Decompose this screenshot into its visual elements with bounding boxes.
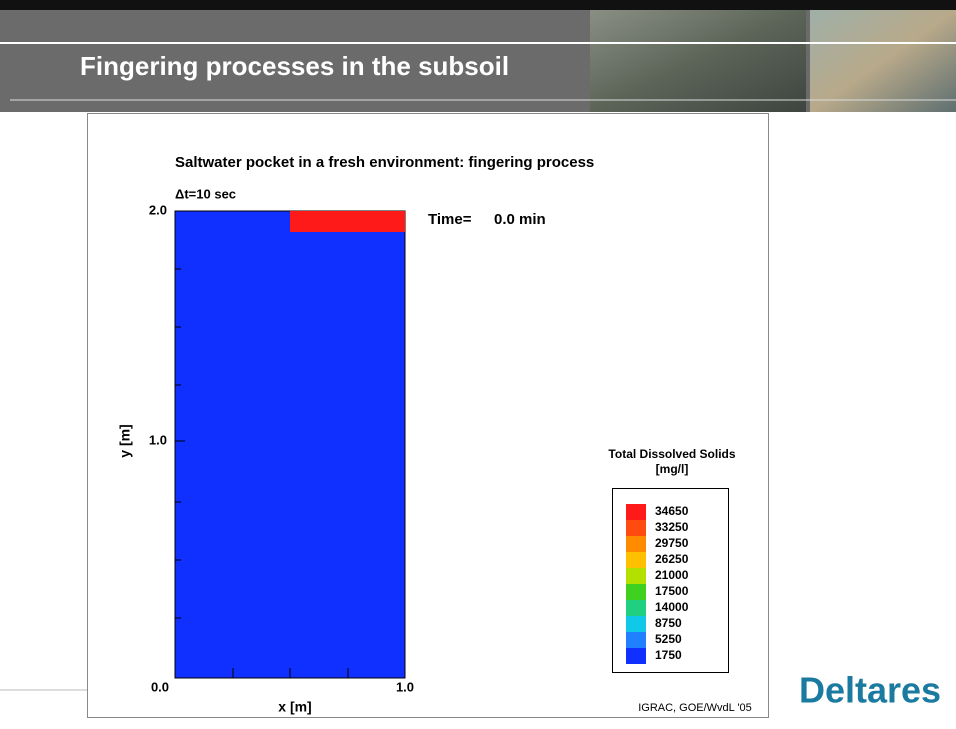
legend-swatch xyxy=(626,632,646,648)
legend-swatch xyxy=(626,584,646,600)
legend-level: 17500 xyxy=(655,584,689,598)
y-tick-label: 1.0 xyxy=(149,432,167,447)
legend-swatch xyxy=(626,552,646,568)
legend-level: 21000 xyxy=(655,568,689,582)
x-tick-label: 1.0 xyxy=(396,679,414,694)
saltwater-pocket xyxy=(290,211,405,232)
legend-swatch xyxy=(626,504,646,520)
y-tick-label: 2.0 xyxy=(149,202,167,217)
legend-unit: [mg/l] xyxy=(656,462,689,476)
figure-title: Saltwater pocket in a fresh environment:… xyxy=(175,154,594,171)
header-photo-bridge xyxy=(590,10,806,112)
legend-swatch xyxy=(626,616,646,632)
x-axis-label: x [m] xyxy=(278,699,311,715)
slide-title: Fingering processes in the subsoil xyxy=(80,51,509,81)
header-photo-landscape xyxy=(810,10,956,112)
origin-label: 0.0 xyxy=(151,679,169,694)
legend-level: 26250 xyxy=(655,552,689,566)
credit: IGRAC, GOE/WvdL '05 xyxy=(638,702,752,714)
legend-level: 29750 xyxy=(655,536,689,550)
legend-rows: 34650 33250 29750 26250 21000 17500 14000 8750 5… xyxy=(626,504,689,664)
y-axis-label: y [m] xyxy=(117,424,133,457)
header-top-edge xyxy=(0,0,956,10)
legend-swatch xyxy=(626,520,646,536)
time-value: 0.0 min xyxy=(494,211,546,228)
legend-level: 1750 xyxy=(655,648,682,662)
legend-level: 14000 xyxy=(655,600,689,614)
legend-title: Total Dissolved Solids xyxy=(608,447,735,461)
legend-swatch xyxy=(626,568,646,584)
timestep: Δt=10 sec xyxy=(175,186,236,201)
legend-swatch xyxy=(626,648,646,664)
logo: Deltares xyxy=(799,670,941,711)
concentration-field xyxy=(174,210,406,679)
legend-level: 33250 xyxy=(655,520,689,534)
legend-swatch xyxy=(626,536,646,552)
time-label: Time= xyxy=(428,211,472,228)
legend-level: 8750 xyxy=(655,616,682,630)
legend-level: 5250 xyxy=(655,632,682,646)
legend-swatch xyxy=(626,600,646,616)
legend-level: 34650 xyxy=(655,504,689,518)
axis-ticks xyxy=(175,268,349,678)
